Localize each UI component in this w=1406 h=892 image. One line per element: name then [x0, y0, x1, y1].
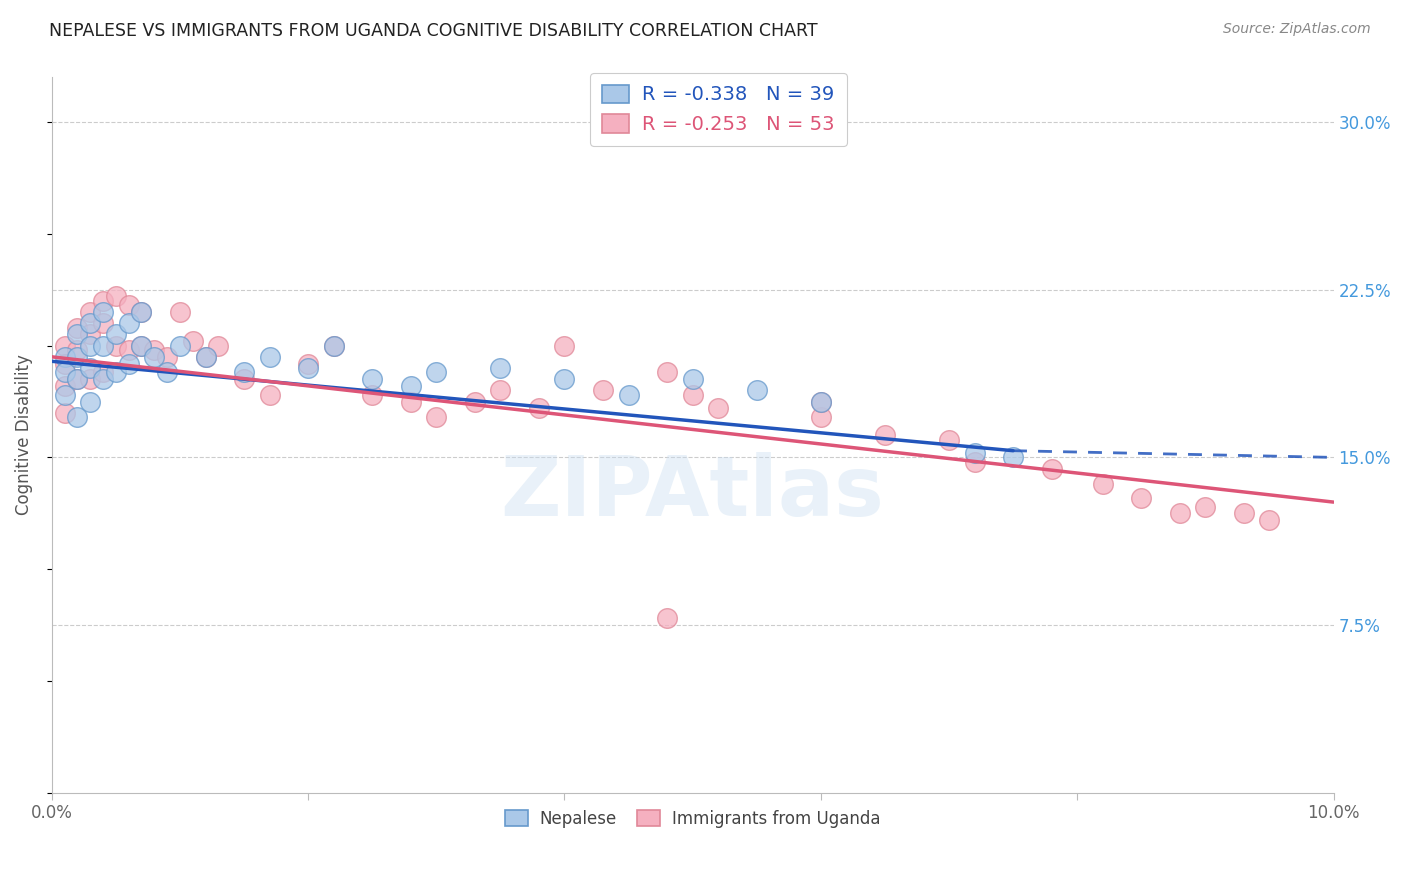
Point	[53, 366, 76, 380]
Point	[464, 394, 486, 409]
Point	[682, 372, 704, 386]
Point	[79, 361, 101, 376]
Point	[181, 334, 204, 348]
Point	[118, 343, 141, 358]
Point	[53, 338, 76, 352]
Point	[259, 350, 281, 364]
Point	[131, 338, 153, 352]
Point	[1130, 491, 1153, 505]
Point	[53, 350, 76, 364]
Point	[118, 357, 141, 371]
Point	[66, 372, 89, 386]
Point	[527, 401, 550, 416]
Point	[322, 338, 344, 352]
Point	[1194, 500, 1216, 514]
Point	[104, 338, 127, 352]
Point	[91, 293, 114, 308]
Point	[53, 406, 76, 420]
Point	[66, 343, 89, 358]
Point	[399, 379, 422, 393]
Legend: Nepalese, Immigrants from Uganda: Nepalese, Immigrants from Uganda	[498, 803, 887, 834]
Point	[361, 388, 384, 402]
Point	[873, 428, 896, 442]
Point	[655, 366, 678, 380]
Point	[53, 379, 76, 393]
Point	[553, 372, 575, 386]
Point	[259, 388, 281, 402]
Text: ZIPAtlas: ZIPAtlas	[501, 451, 884, 533]
Point	[233, 372, 256, 386]
Point	[104, 289, 127, 303]
Point	[592, 384, 614, 398]
Point	[91, 338, 114, 352]
Point	[66, 327, 89, 342]
Point	[1233, 506, 1256, 520]
Y-axis label: Cognitive Disability: Cognitive Disability	[15, 355, 32, 516]
Point	[938, 433, 960, 447]
Point	[963, 446, 986, 460]
Point	[156, 366, 179, 380]
Point	[169, 338, 191, 352]
Point	[118, 298, 141, 312]
Point	[361, 372, 384, 386]
Point	[553, 338, 575, 352]
Point	[79, 372, 101, 386]
Point	[810, 394, 832, 409]
Point	[66, 410, 89, 425]
Point	[489, 361, 512, 376]
Point	[682, 388, 704, 402]
Point	[131, 305, 153, 319]
Point	[1002, 450, 1025, 465]
Point	[91, 366, 114, 380]
Point	[707, 401, 730, 416]
Point	[322, 338, 344, 352]
Point	[425, 410, 447, 425]
Point	[1168, 506, 1191, 520]
Point	[66, 320, 89, 334]
Point	[104, 327, 127, 342]
Point	[91, 305, 114, 319]
Point	[810, 410, 832, 425]
Point	[169, 305, 191, 319]
Point	[131, 305, 153, 319]
Point	[194, 350, 217, 364]
Point	[79, 338, 101, 352]
Point	[143, 343, 166, 358]
Point	[297, 361, 319, 376]
Point	[156, 350, 179, 364]
Text: NEPALESE VS IMMIGRANTS FROM UGANDA COGNITIVE DISABILITY CORRELATION CHART: NEPALESE VS IMMIGRANTS FROM UGANDA COGNI…	[49, 22, 818, 40]
Point	[399, 394, 422, 409]
Point	[425, 366, 447, 380]
Point	[143, 350, 166, 364]
Point	[118, 316, 141, 330]
Point	[745, 384, 768, 398]
Point	[297, 357, 319, 371]
Point	[79, 394, 101, 409]
Point	[207, 338, 229, 352]
Point	[194, 350, 217, 364]
Point	[1091, 477, 1114, 491]
Point	[66, 372, 89, 386]
Point	[79, 305, 101, 319]
Point	[131, 338, 153, 352]
Point	[655, 611, 678, 625]
Point	[91, 372, 114, 386]
Point	[1040, 461, 1063, 475]
Point	[489, 384, 512, 398]
Point	[810, 394, 832, 409]
Point	[53, 388, 76, 402]
Point	[91, 316, 114, 330]
Point	[1258, 513, 1281, 527]
Point	[53, 357, 76, 371]
Text: Source: ZipAtlas.com: Source: ZipAtlas.com	[1223, 22, 1371, 37]
Point	[617, 388, 640, 402]
Point	[104, 366, 127, 380]
Point	[963, 455, 986, 469]
Point	[79, 327, 101, 342]
Point	[233, 366, 256, 380]
Point	[79, 316, 101, 330]
Point	[66, 350, 89, 364]
